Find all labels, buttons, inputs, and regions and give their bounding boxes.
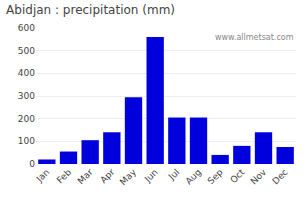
svg-text:400: 400 <box>18 68 35 78</box>
svg-text:200: 200 <box>18 114 35 124</box>
svg-text:Aug: Aug <box>184 167 204 187</box>
svg-text:Feb: Feb <box>55 167 74 186</box>
svg-text:Jul: Jul <box>166 167 181 182</box>
svg-text:0: 0 <box>29 159 35 169</box>
svg-text:Sep: Sep <box>206 167 225 186</box>
svg-text:May: May <box>118 167 139 188</box>
svg-text:100: 100 <box>18 136 35 146</box>
svg-text:600: 600 <box>18 23 35 33</box>
svg-text:500: 500 <box>18 46 35 56</box>
svg-text:Apr: Apr <box>98 167 116 185</box>
svg-text:Jan: Jan <box>34 167 52 185</box>
svg-text:Nov: Nov <box>249 167 269 187</box>
svg-text:www.allmetsat.com: www.allmetsat.com <box>215 33 294 42</box>
svg-text:Oct: Oct <box>228 167 246 185</box>
svg-text:Jun: Jun <box>142 167 160 185</box>
svg-text:Dec: Dec <box>270 167 289 186</box>
svg-text:Mar: Mar <box>76 167 95 186</box>
svg-text:Abidjan : precipitation (mm): Abidjan : precipitation (mm) <box>6 3 175 17</box>
svg-text:300: 300 <box>18 91 35 101</box>
